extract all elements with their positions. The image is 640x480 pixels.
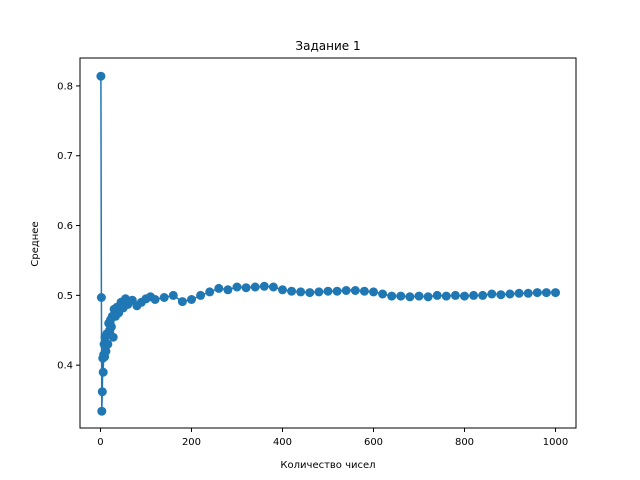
data-point [177,297,187,307]
data-point [168,290,178,300]
data-point [196,290,206,300]
x-tick-label: 1000 [543,437,568,448]
x-tick-label: 200 [182,437,201,448]
data-point [541,288,551,298]
axes-frame [79,57,577,429]
data-point [532,288,542,298]
data-point [187,295,196,304]
data-point [378,289,388,299]
data-point [405,292,415,302]
y-axis-label: Среднее [30,221,41,266]
y-tick-label: 0.7 [57,151,73,162]
chart-title: Задание 1 [295,39,360,53]
data-point [496,290,506,300]
data-point [350,286,360,295]
x-tick-label: 0 [97,437,103,448]
data-point [387,291,397,301]
data-point [305,288,315,298]
data-point [159,293,169,302]
data-point [478,290,488,300]
data-point [514,288,524,298]
data-point [259,281,269,291]
y-tick-label: 0.5 [57,291,73,302]
data-point [108,332,118,342]
data-point [101,346,111,356]
data-point [332,286,342,296]
data-point [369,287,378,297]
data-point [106,322,116,332]
data-point [268,282,278,292]
x-tick-label: 800 [455,437,474,448]
y-tick-label: 0.6 [57,221,73,232]
data-point [423,292,433,302]
data-point [278,285,287,295]
data-point [98,367,108,377]
data-point [150,295,160,304]
data-point [96,71,106,81]
data-point [296,287,306,297]
y-tick-label: 0.8 [57,81,73,92]
data-point [223,285,233,295]
data-point [523,288,533,298]
data-point [396,291,406,301]
x-axis-label: Количество чисел [280,460,375,471]
x-tick-label: 400 [273,437,292,448]
data-point [551,288,560,298]
data-point [432,290,442,300]
data-point [205,287,215,297]
data-point [450,290,460,300]
data-point [505,289,515,299]
data-point [323,286,333,296]
plot-area [96,71,560,416]
data-point [460,291,469,301]
data-point [469,290,479,300]
data-point [232,282,242,292]
data-point [103,339,113,349]
data-point [359,286,369,296]
data-point [96,293,106,302]
data-point [287,286,297,296]
data-point [241,283,251,293]
x-tick-label: 600 [364,437,383,448]
data-point [341,286,351,295]
data-point [487,289,497,299]
data-point [97,406,107,416]
data-point [441,291,451,301]
data-point [214,283,224,293]
data-point [97,387,107,397]
data-point [414,291,424,301]
data-point [314,287,324,297]
data-point [250,282,260,292]
y-tick-label: 0.4 [57,361,73,372]
